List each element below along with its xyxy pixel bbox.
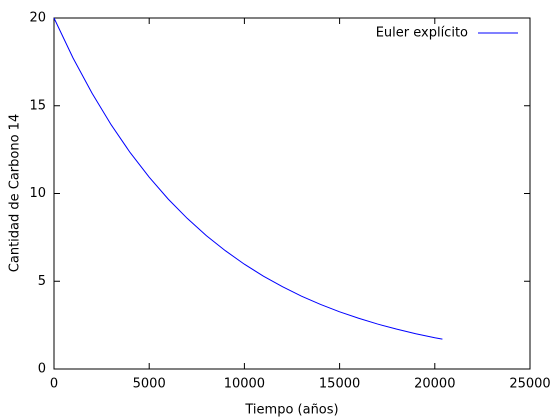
x-tick-label: 5000	[133, 377, 166, 392]
x-tick-label: 15000	[319, 377, 360, 392]
y-tick-label: 10	[29, 186, 46, 201]
x-tick-label: 0	[50, 377, 58, 392]
x-tick-label: 10000	[224, 377, 265, 392]
y-tick-label: 5	[38, 274, 46, 289]
y-tick-label: 15	[29, 98, 46, 113]
x-tick-label: 20000	[414, 377, 455, 392]
y-tick-label: 0	[38, 362, 46, 377]
data-line	[53, 17, 443, 340]
y-axis-label: Cantidad de Carbono 14	[8, 114, 23, 272]
legend-label: Euler explícito	[376, 26, 468, 41]
y-tick-label: 20	[29, 11, 46, 26]
x-axis-label: Tiempo (años)	[244, 403, 338, 418]
plot-frame	[53, 17, 531, 370]
x-tick-label: 25000	[509, 377, 550, 392]
